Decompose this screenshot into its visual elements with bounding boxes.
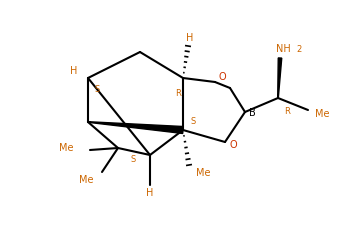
Text: H: H [186, 33, 194, 43]
Text: 2: 2 [296, 44, 302, 54]
Text: NH: NH [276, 44, 291, 54]
Text: Me: Me [79, 175, 93, 185]
Text: R: R [284, 106, 290, 116]
Text: S: S [94, 86, 100, 94]
Polygon shape [278, 58, 282, 98]
Text: H: H [70, 66, 78, 76]
Text: B: B [248, 108, 255, 118]
Text: O: O [218, 72, 226, 82]
Polygon shape [88, 122, 183, 133]
Text: R: R [175, 89, 181, 98]
Text: Me: Me [315, 109, 329, 119]
Text: O: O [229, 140, 237, 150]
Text: Me: Me [60, 143, 74, 153]
Text: H: H [146, 188, 154, 198]
Text: S: S [131, 155, 136, 165]
Text: Me: Me [196, 168, 210, 178]
Text: S: S [191, 118, 196, 126]
